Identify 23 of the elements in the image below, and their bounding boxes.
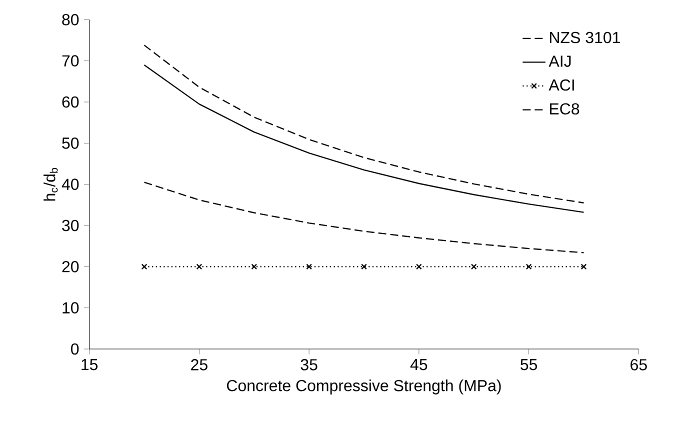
x-tick-label: 55 (520, 359, 538, 370)
y-tick-label: 60 (62, 96, 79, 108)
x-tick-label: 15 (82, 359, 98, 370)
legend-label: NZS 3101 (550, 32, 620, 44)
x-tick-label: 45 (410, 359, 428, 370)
x-tick-label: 25 (191, 359, 208, 370)
y-axis-title: h$_{c}$/d$_{b}$ (44, 168, 58, 201)
y-tick-label: 20 (62, 261, 79, 272)
line-series (144, 182, 584, 254)
y-tick-label: 40 (62, 178, 79, 190)
y-tick-label: 0 (71, 343, 79, 355)
legend-label: EC8 (550, 103, 580, 115)
y-tick-label: 80 (62, 14, 79, 26)
x-tick-label: 35 (300, 359, 318, 370)
y-tick-label: 30 (62, 220, 79, 232)
y-tick-label: 70 (62, 55, 79, 66)
y-tick-label: 10 (62, 302, 79, 314)
x-axis-title: Concrete Compressive Strength (MPa) (226, 380, 501, 394)
legend-label: AIJ (548, 56, 571, 67)
line-series (144, 44, 584, 204)
legend-label: ACI (548, 79, 574, 91)
x-tick-label: 65 (630, 359, 647, 370)
y-tick-label: 50 (62, 138, 79, 149)
